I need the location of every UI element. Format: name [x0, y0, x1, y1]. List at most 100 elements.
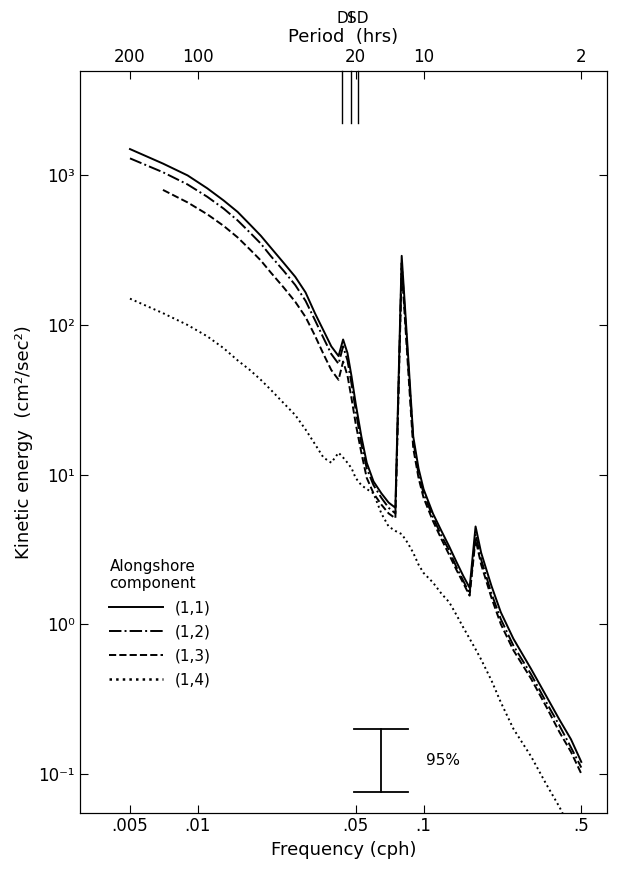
(1,4) — [466, 634, 473, 644]
(1,3) — [445, 550, 453, 560]
(1,1) — [126, 144, 134, 155]
(1,4) — [184, 320, 192, 330]
(1,1) — [472, 521, 480, 531]
(1,1) — [358, 431, 365, 441]
(1,1) — [429, 508, 437, 518]
(1,4) — [567, 825, 575, 836]
(1,4) — [497, 697, 504, 708]
Line: (1,2): (1,2) — [130, 158, 582, 767]
(1,1) — [460, 571, 467, 581]
(1,4) — [302, 424, 309, 434]
(1,1) — [478, 547, 485, 558]
(1,4) — [445, 597, 453, 607]
(1,4) — [453, 610, 460, 621]
(1,3) — [378, 499, 385, 510]
(1,1) — [488, 580, 495, 591]
(1,2) — [320, 333, 327, 343]
(1,1) — [267, 242, 274, 253]
(1,4) — [257, 375, 264, 385]
(1,2) — [378, 493, 385, 503]
(1,2) — [497, 614, 504, 624]
(1,4) — [409, 547, 417, 558]
(1,3) — [453, 565, 460, 575]
(1,4) — [328, 457, 335, 468]
(1,2) — [280, 266, 287, 276]
Legend: (1,1), (1,2), (1,3), (1,4): (1,1), (1,2), (1,3), (1,4) — [103, 552, 217, 694]
(1,4) — [340, 452, 347, 462]
X-axis label: Period  (hrs): Period (hrs) — [289, 29, 399, 46]
(1,1) — [344, 348, 351, 358]
(1,2) — [415, 469, 422, 480]
Line: (1,1): (1,1) — [130, 149, 582, 762]
(1,1) — [257, 231, 264, 241]
(1,1) — [311, 308, 318, 318]
(1,3) — [335, 375, 342, 385]
(1,4) — [203, 331, 211, 342]
(1,3) — [415, 473, 422, 483]
(1,2) — [358, 439, 365, 449]
(1,2) — [369, 480, 377, 490]
(1,1) — [234, 206, 241, 217]
(1,3) — [184, 198, 192, 208]
(1,4) — [509, 724, 517, 734]
X-axis label: Frequency (cph): Frequency (cph) — [271, 841, 416, 859]
(1,1) — [466, 583, 473, 593]
(1,1) — [555, 714, 563, 725]
(1,2) — [292, 280, 299, 290]
(1,1) — [340, 334, 347, 344]
(1,1) — [497, 607, 504, 618]
(1,3) — [460, 578, 467, 588]
Line: (1,3): (1,3) — [163, 190, 582, 773]
(1,3) — [234, 232, 241, 243]
(1,1) — [352, 398, 360, 408]
(1,4) — [292, 410, 299, 420]
(1,4) — [344, 457, 351, 468]
(1,3) — [567, 746, 575, 757]
(1,2) — [460, 576, 467, 586]
(1,2) — [555, 720, 563, 731]
(1,4) — [220, 343, 228, 353]
(1,4) — [280, 398, 287, 408]
(1,2) — [509, 641, 517, 651]
(1,3) — [246, 244, 254, 254]
(1,2) — [348, 379, 355, 390]
(1,2) — [398, 258, 406, 268]
(1,4) — [352, 473, 360, 483]
(1,2) — [311, 315, 318, 325]
(1,2) — [246, 227, 254, 238]
(1,4) — [398, 529, 406, 539]
(1,3) — [220, 220, 228, 231]
(1,3) — [344, 371, 351, 381]
(1,3) — [527, 674, 535, 684]
(1,4) — [429, 577, 437, 587]
(1,2) — [385, 503, 392, 513]
(1,2) — [234, 215, 241, 225]
(1,2) — [527, 669, 535, 680]
(1,1) — [280, 258, 287, 268]
(1,4) — [438, 588, 445, 599]
(1,4) — [555, 801, 563, 812]
(1,4) — [478, 655, 485, 665]
(1,2) — [409, 435, 417, 446]
(1,4) — [311, 439, 318, 449]
(1,2) — [335, 358, 342, 369]
(1,4) — [578, 847, 585, 857]
(1,3) — [542, 702, 550, 712]
(1,1) — [445, 541, 453, 551]
(1,4) — [460, 622, 467, 633]
(1,3) — [348, 394, 355, 405]
(1,1) — [246, 219, 254, 230]
(1,3) — [358, 447, 365, 458]
(1,3) — [497, 619, 504, 629]
(1,4) — [126, 294, 134, 304]
(1,3) — [369, 488, 377, 498]
(1,3) — [385, 508, 392, 518]
(1,2) — [466, 588, 473, 599]
(1,1) — [292, 272, 299, 282]
(1,2) — [392, 508, 399, 518]
(1,4) — [392, 525, 399, 536]
(1,2) — [363, 463, 371, 474]
(1,2) — [257, 239, 264, 249]
(1,2) — [126, 153, 134, 163]
(1,2) — [445, 545, 453, 556]
